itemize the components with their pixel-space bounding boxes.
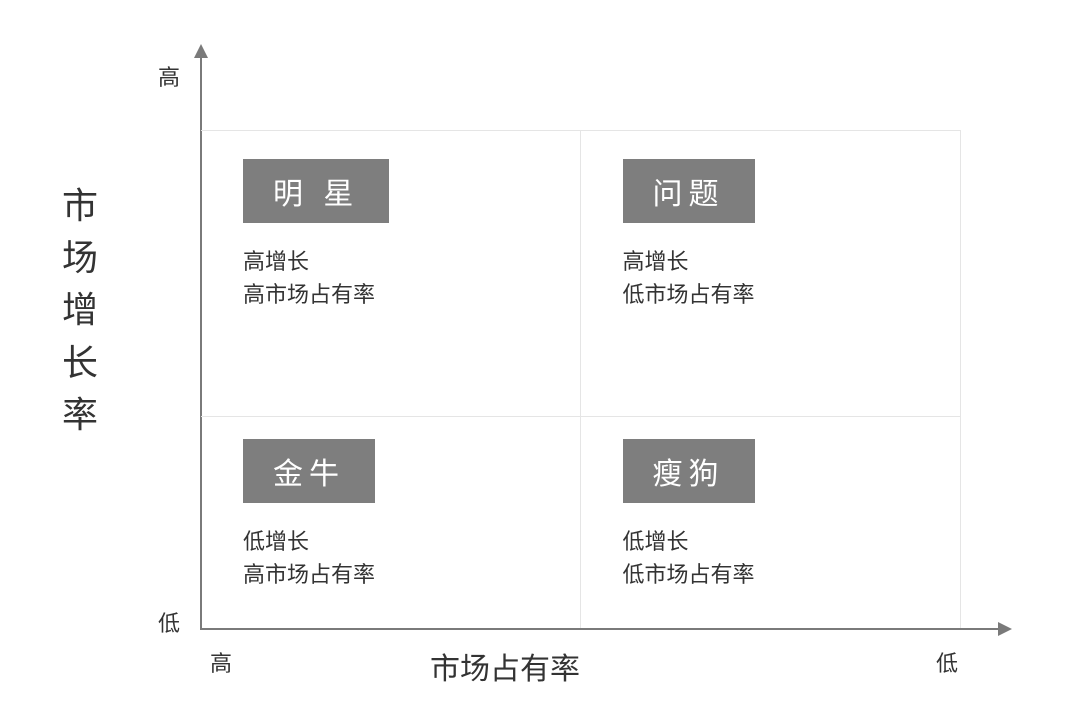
quadrant-cashcow: 金牛 低增长 高市场占有率 [201,417,581,628]
quadrant-question: 问题 高增长 低市场占有率 [581,131,961,417]
quadrant-star-badge: 明 星 [243,159,389,223]
y-axis-title-text: 市场增长率 [62,185,98,435]
quadrant-question-line1: 高增长 [623,245,961,278]
x-axis-low-label: 低 [936,646,958,678]
quadrant-dog: 瘦狗 低增长 低市场占有率 [581,417,961,628]
quadrant-star-line2: 高市场占有率 [243,278,580,311]
quadrant-cashcow-line1: 低增长 [243,525,580,558]
quadrant-cashcow-line2: 高市场占有率 [243,558,580,591]
quadrant-star-line1: 高增长 [243,245,580,278]
quadrant-cashcow-badge: 金牛 [243,439,375,503]
bcg-matrix-diagram: 市场增长率 高 低 明 星 高增长 高市场占有率 问题 高增长 低市场占有率 金… [100,50,1020,690]
quadrant-dog-line2: 低市场占有率 [623,558,961,591]
matrix-grid: 明 星 高增长 高市场占有率 问题 高增长 低市场占有率 金牛 低增长 高市场占… [201,130,961,628]
x-axis-arrow-icon [998,622,1012,636]
quadrant-question-desc: 高增长 低市场占有率 [623,245,961,311]
y-axis-low-label: 低 [158,606,180,638]
y-axis-title: 市场增长率 [60,180,100,441]
quadrant-cashcow-desc: 低增长 高市场占有率 [243,525,580,591]
quadrant-dog-line1: 低增长 [623,525,961,558]
x-axis-line [200,628,1000,630]
quadrant-question-badge: 问题 [623,159,755,223]
x-axis-title: 市场占有率 [430,644,580,688]
y-axis-high-label: 高 [158,60,180,92]
quadrant-dog-desc: 低增长 低市场占有率 [623,525,961,591]
quadrant-star: 明 星 高增长 高市场占有率 [201,131,581,417]
quadrant-question-line2: 低市场占有率 [623,278,961,311]
quadrant-dog-badge: 瘦狗 [623,439,755,503]
x-axis-high-label: 高 [210,646,232,678]
quadrant-star-desc: 高增长 高市场占有率 [243,245,580,311]
